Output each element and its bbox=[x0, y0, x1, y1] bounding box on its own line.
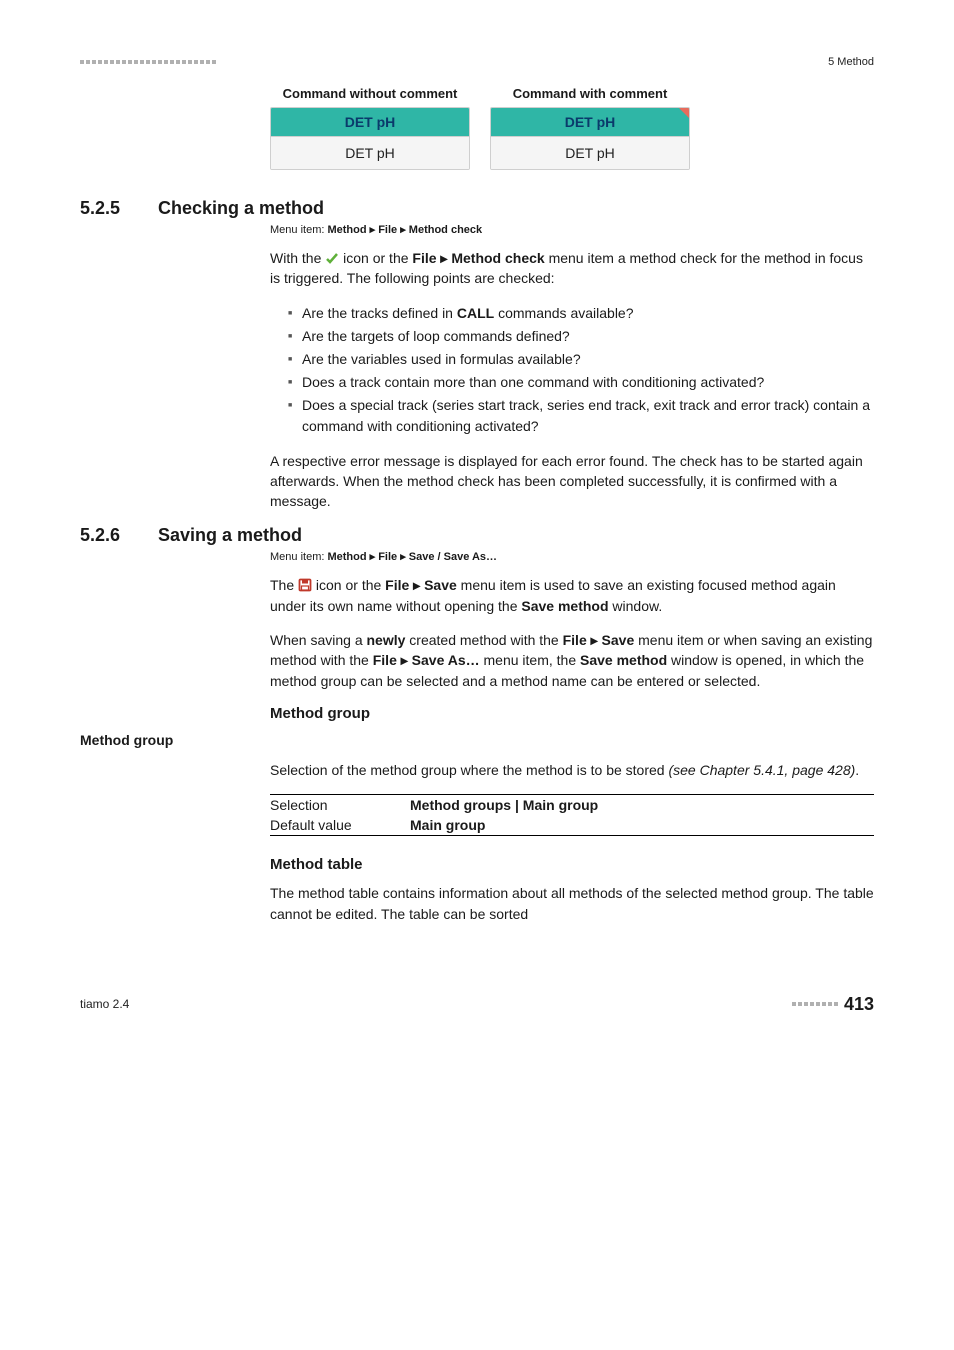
method-group-side-label: Method group bbox=[80, 732, 874, 748]
breadcrumb-path: Method ▸ File ▸ Save / Save As… bbox=[327, 551, 497, 563]
breadcrumb-525: Menu item: Method ▸ File ▸ Method check bbox=[270, 223, 874, 236]
list-item: Are the tracks defined in CALL commands … bbox=[288, 303, 874, 324]
footer-dots: 413 bbox=[792, 994, 874, 1015]
text-bold: newly bbox=[367, 632, 406, 648]
list-item: Does a track contain more than one comma… bbox=[288, 372, 874, 393]
sec525-intro: With the icon or the File ▸ Method check… bbox=[270, 248, 874, 289]
save-icon bbox=[298, 578, 312, 592]
section-heading-525: 5.2.5 Checking a method bbox=[80, 198, 874, 219]
text: icon or the bbox=[312, 577, 385, 593]
text: When saving a bbox=[270, 632, 367, 648]
text: window. bbox=[609, 598, 663, 614]
breadcrumb-prefix: Menu item: bbox=[270, 224, 327, 236]
sec525-bullet-list: Are the tracks defined in CALL commands … bbox=[270, 303, 874, 437]
text: icon or the bbox=[339, 250, 412, 266]
section-number: 5.2.5 bbox=[80, 198, 134, 219]
text: The bbox=[270, 577, 298, 593]
text: created method with the bbox=[405, 632, 562, 648]
page-header: 5 Method bbox=[80, 56, 874, 68]
selection-table: Selection Method groups | Main group Def… bbox=[270, 794, 874, 836]
method-table-heading: Method table bbox=[270, 856, 874, 873]
page-number: 413 bbox=[844, 994, 874, 1015]
cmd-left-title: Command without comment bbox=[270, 86, 470, 101]
breadcrumb-path: Method ▸ File ▸ Method check bbox=[327, 224, 482, 236]
table-row: Selection Method groups | Main group bbox=[270, 795, 874, 815]
default-value: Main group bbox=[410, 815, 485, 835]
text: Selection of the method group where the … bbox=[270, 762, 668, 778]
sec526-para2: When saving a newly created method with … bbox=[270, 630, 874, 691]
sec525-outro: A respective error message is displayed … bbox=[270, 451, 874, 512]
text-bold: File ▸ Save bbox=[385, 577, 457, 593]
breadcrumb-prefix: Menu item: bbox=[270, 551, 327, 563]
list-item: Are the targets of loop commands defined… bbox=[288, 326, 874, 347]
method-group-heading: Method group bbox=[270, 705, 874, 722]
cmd-box-with-comment: DET pH DET pH bbox=[490, 107, 690, 170]
text: . bbox=[855, 762, 859, 778]
command-boxes-row: DET pH DET pH DET pH DET pH bbox=[270, 107, 874, 170]
cmd-box-body: DET pH bbox=[491, 137, 689, 169]
selection-value: Method groups | Main group bbox=[410, 795, 598, 815]
check-icon bbox=[325, 251, 339, 265]
sec526-para1: The icon or the File ▸ Save menu item is… bbox=[270, 575, 874, 616]
cmd-box-body: DET pH bbox=[271, 137, 469, 169]
cmd-box-title: DET pH bbox=[491, 108, 689, 137]
text-bold: File ▸ Save bbox=[563, 632, 635, 648]
cmd-right-title: Command with comment bbox=[490, 86, 690, 101]
table-row: Default value Main group bbox=[270, 815, 874, 835]
text-bold: File ▸ Save As… bbox=[373, 652, 480, 668]
text-bold: Save method bbox=[580, 652, 667, 668]
text: With the bbox=[270, 250, 325, 266]
method-group-para: Selection of the method group where the … bbox=[270, 760, 874, 780]
command-column-titles: Command without comment Command with com… bbox=[270, 86, 874, 101]
text-italic: (see Chapter 5.4.1, page 428) bbox=[668, 762, 855, 778]
section-title: Checking a method bbox=[158, 198, 324, 219]
header-section-label: 5 Method bbox=[828, 56, 874, 68]
comment-corner-icon bbox=[679, 108, 689, 118]
cmd-box-title: DET pH bbox=[271, 108, 469, 137]
footer-dots-container bbox=[792, 1002, 838, 1006]
selection-label: Selection bbox=[270, 795, 410, 815]
list-item: Are the variables used in formulas avail… bbox=[288, 349, 874, 370]
section-title: Saving a method bbox=[158, 525, 302, 546]
header-dots bbox=[80, 60, 216, 64]
page-footer: tiamo 2.4 413 bbox=[80, 994, 874, 1015]
text: menu item, the bbox=[480, 652, 580, 668]
cmd-box-no-comment: DET pH DET pH bbox=[270, 107, 470, 170]
section-number: 5.2.6 bbox=[80, 525, 134, 546]
default-label: Default value bbox=[270, 815, 410, 835]
text-bold: Save method bbox=[521, 598, 608, 614]
method-table-para: The method table contains information ab… bbox=[270, 883, 874, 924]
section-heading-526: 5.2.6 Saving a method bbox=[80, 525, 874, 546]
breadcrumb-526: Menu item: Method ▸ File ▸ Save / Save A… bbox=[270, 550, 874, 563]
list-item: Does a special track (series start track… bbox=[288, 395, 874, 437]
text-bold: File ▸ Method check bbox=[412, 250, 544, 266]
footer-product: tiamo 2.4 bbox=[80, 997, 129, 1011]
